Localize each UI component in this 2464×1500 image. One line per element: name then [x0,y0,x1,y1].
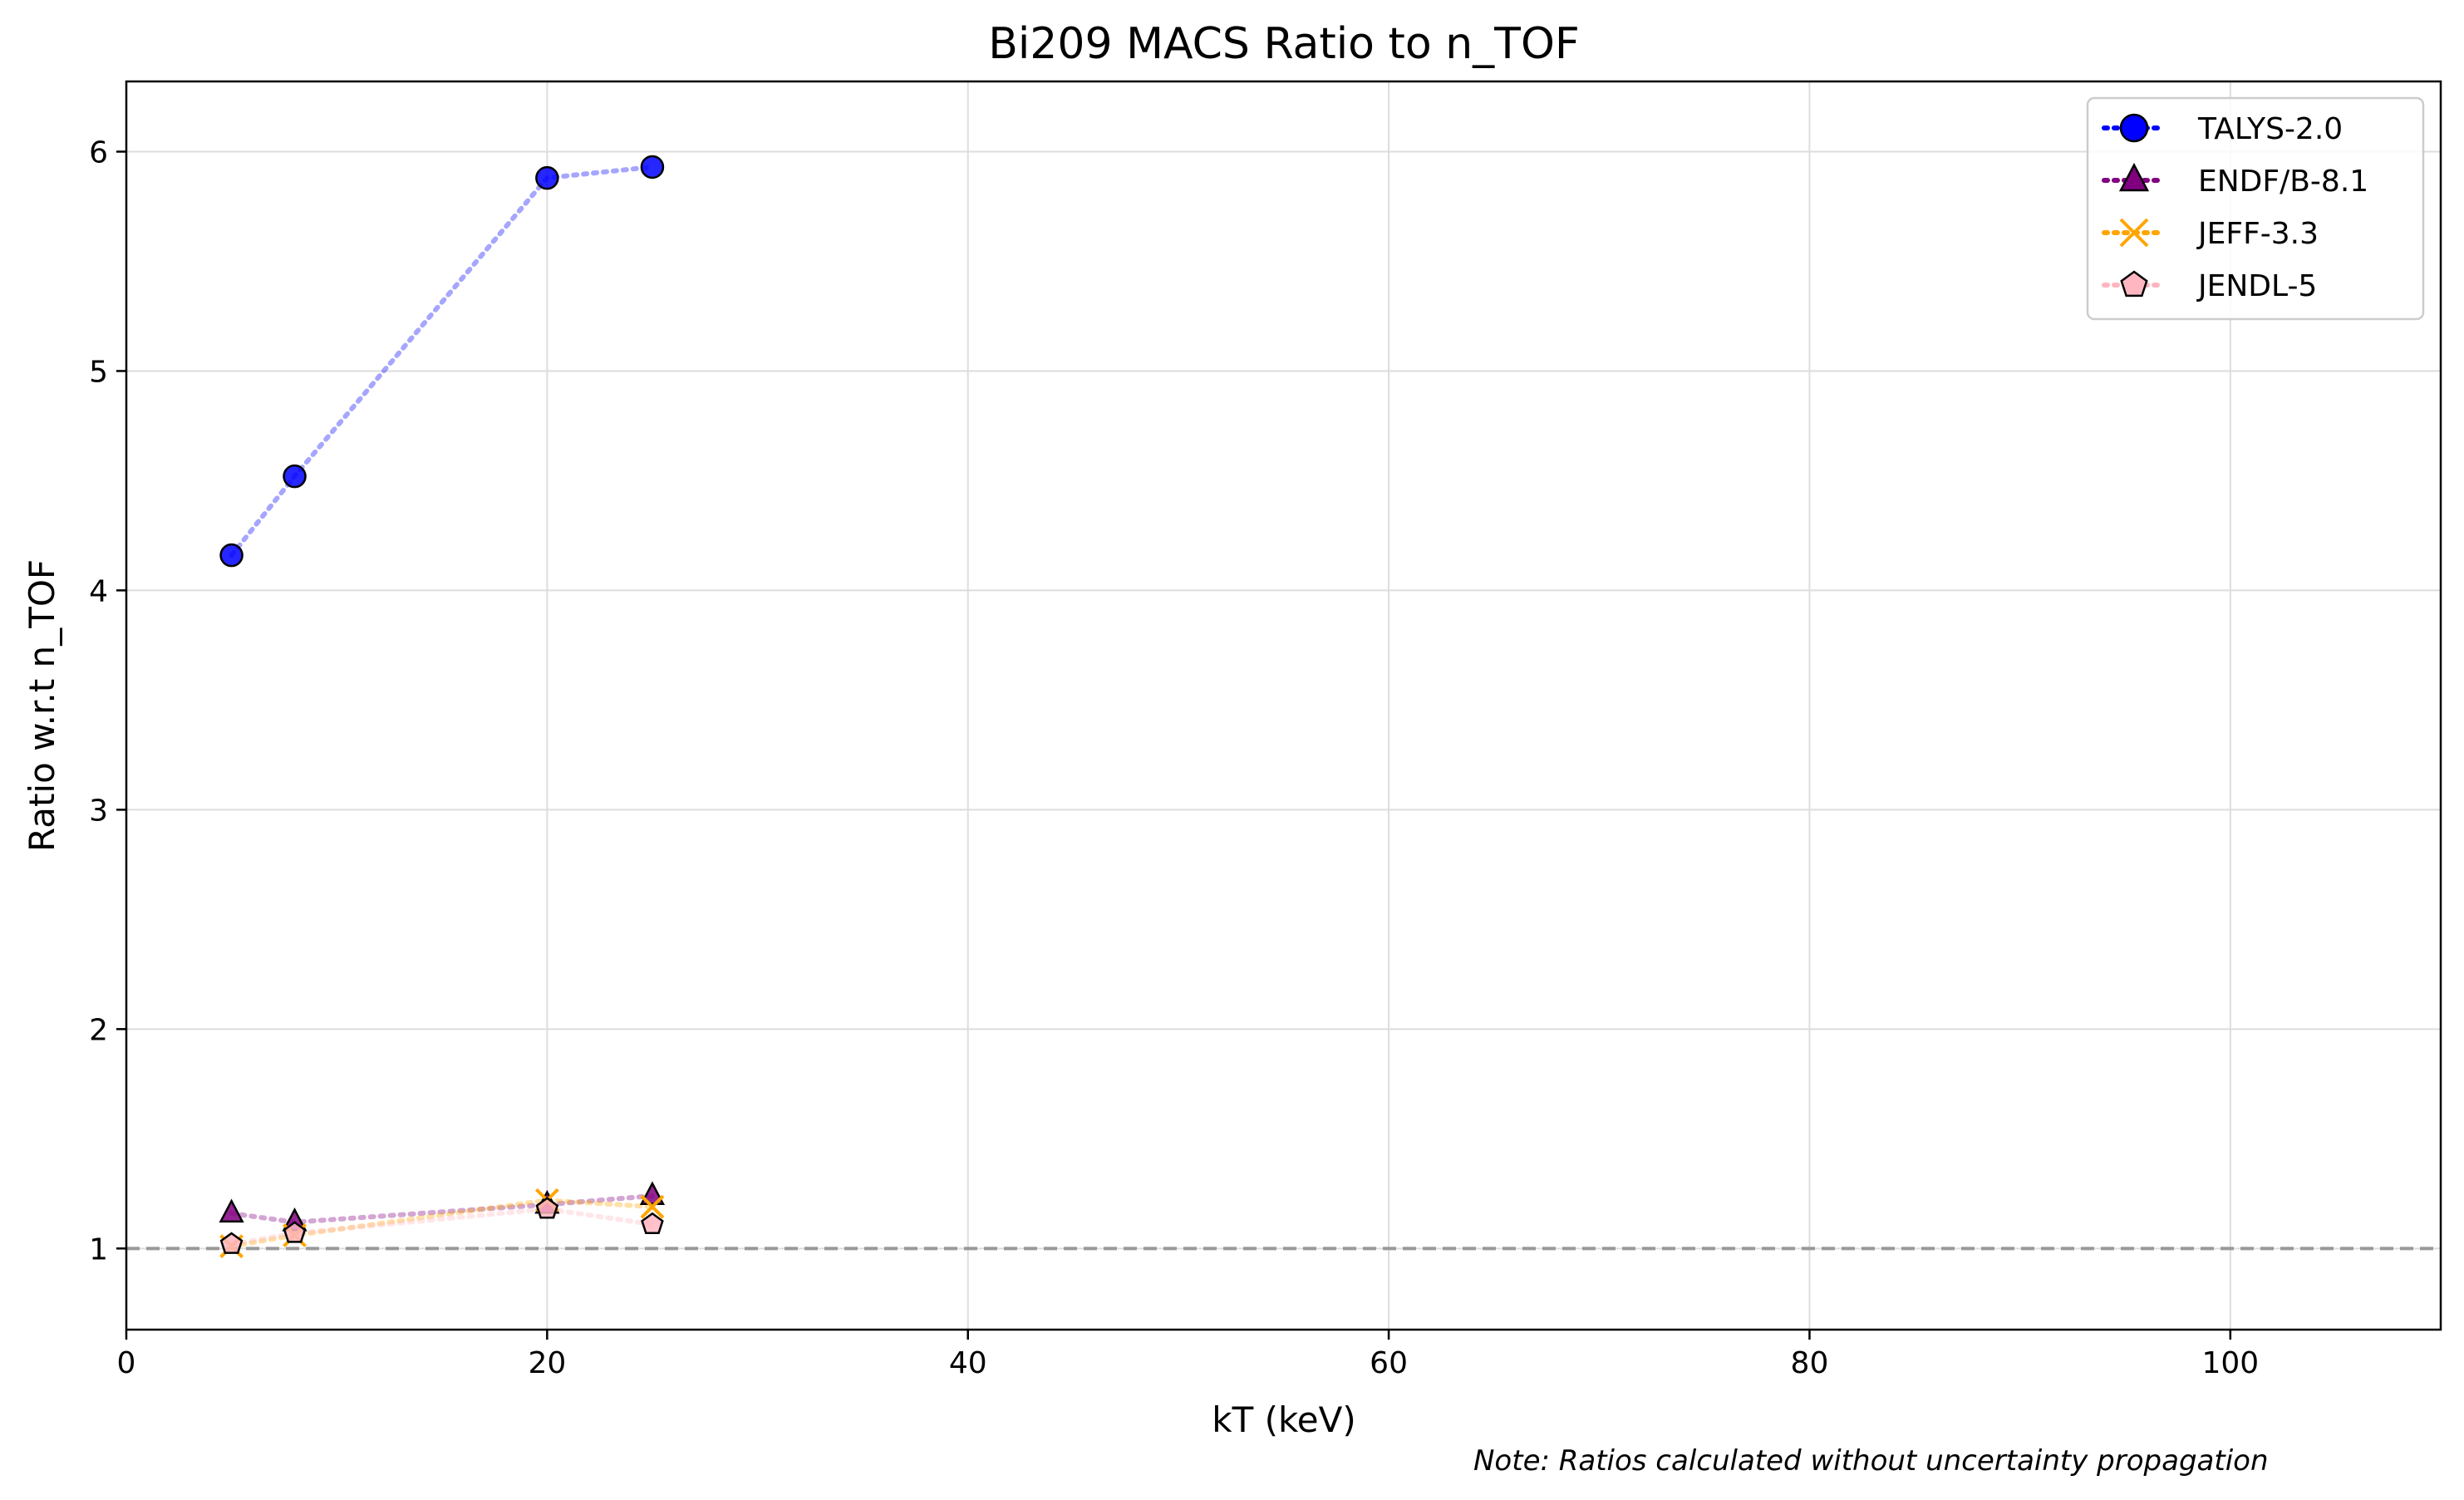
y-tick-label: 4 [89,574,108,608]
data-point-1-0 [219,1198,244,1223]
legend-label-3: JENDL-5 [2196,269,2317,303]
x-tick-label: 100 [2201,1346,2259,1380]
x-tick-label: 40 [949,1346,987,1380]
series-line-2 [229,1198,655,1249]
legend-marker-2 [2119,218,2149,248]
axis-ticks: 0 20 40 60 80 100 1 2 3 4 5 6 [89,135,2259,1380]
legend: TALYS-2.0 ENDF/B-8.1 JEFF-3.3 JENDL-5 [2086,96,2425,321]
y-tick-label: 6 [89,135,108,170]
data-point-0-2 [535,165,559,190]
legend-box [2086,96,2425,321]
data-point-3-3 [641,1212,664,1235]
y-tick-label: 1 [89,1232,108,1266]
x-tick-label: 80 [1791,1346,1829,1380]
data-point-0-3 [640,155,665,180]
legend-marker-0 [2119,113,2149,143]
plot-area-frame [125,80,2442,1331]
legend-marker-3 [2120,270,2148,298]
data-point-2-3 [640,1194,665,1219]
series-line-1 [229,1193,655,1225]
series-lines [229,164,655,1249]
data-point-0-1 [283,464,307,489]
y-tick-label: 2 [89,1013,108,1047]
data-point-0-0 [219,543,243,568]
y-tick-label: 5 [89,355,108,389]
y-tick-label: 3 [89,794,108,828]
data-point-3-2 [535,1197,559,1219]
y-axis-label: Ratio w.r.t n_TOF [22,559,62,852]
legend-label-2: JEFF-3.3 [2196,217,2319,251]
series-line-0 [229,164,655,558]
legend-label-1: ENDF/B-8.1 [2198,165,2368,199]
x-tick-label: 20 [528,1346,566,1380]
data-point-3-1 [283,1221,307,1243]
legend-label-0: TALYS-2.0 [2197,112,2343,146]
footnote: Note: Ratios calculated without uncertai… [1473,1444,2269,1478]
x-tick-label: 60 [1370,1346,1408,1380]
x-tick-label: 0 [117,1346,136,1380]
data-point-3-0 [219,1232,243,1254]
series-markers [219,155,666,1259]
legend-marker-1 [2118,162,2150,192]
data-point-1-3 [639,1181,666,1205]
chart-title: Bi209 MACS Ratio to n_TOF [988,19,1580,69]
series-line-3 [229,1206,655,1247]
x-axis-label: kT (keV) [1212,1399,1356,1440]
